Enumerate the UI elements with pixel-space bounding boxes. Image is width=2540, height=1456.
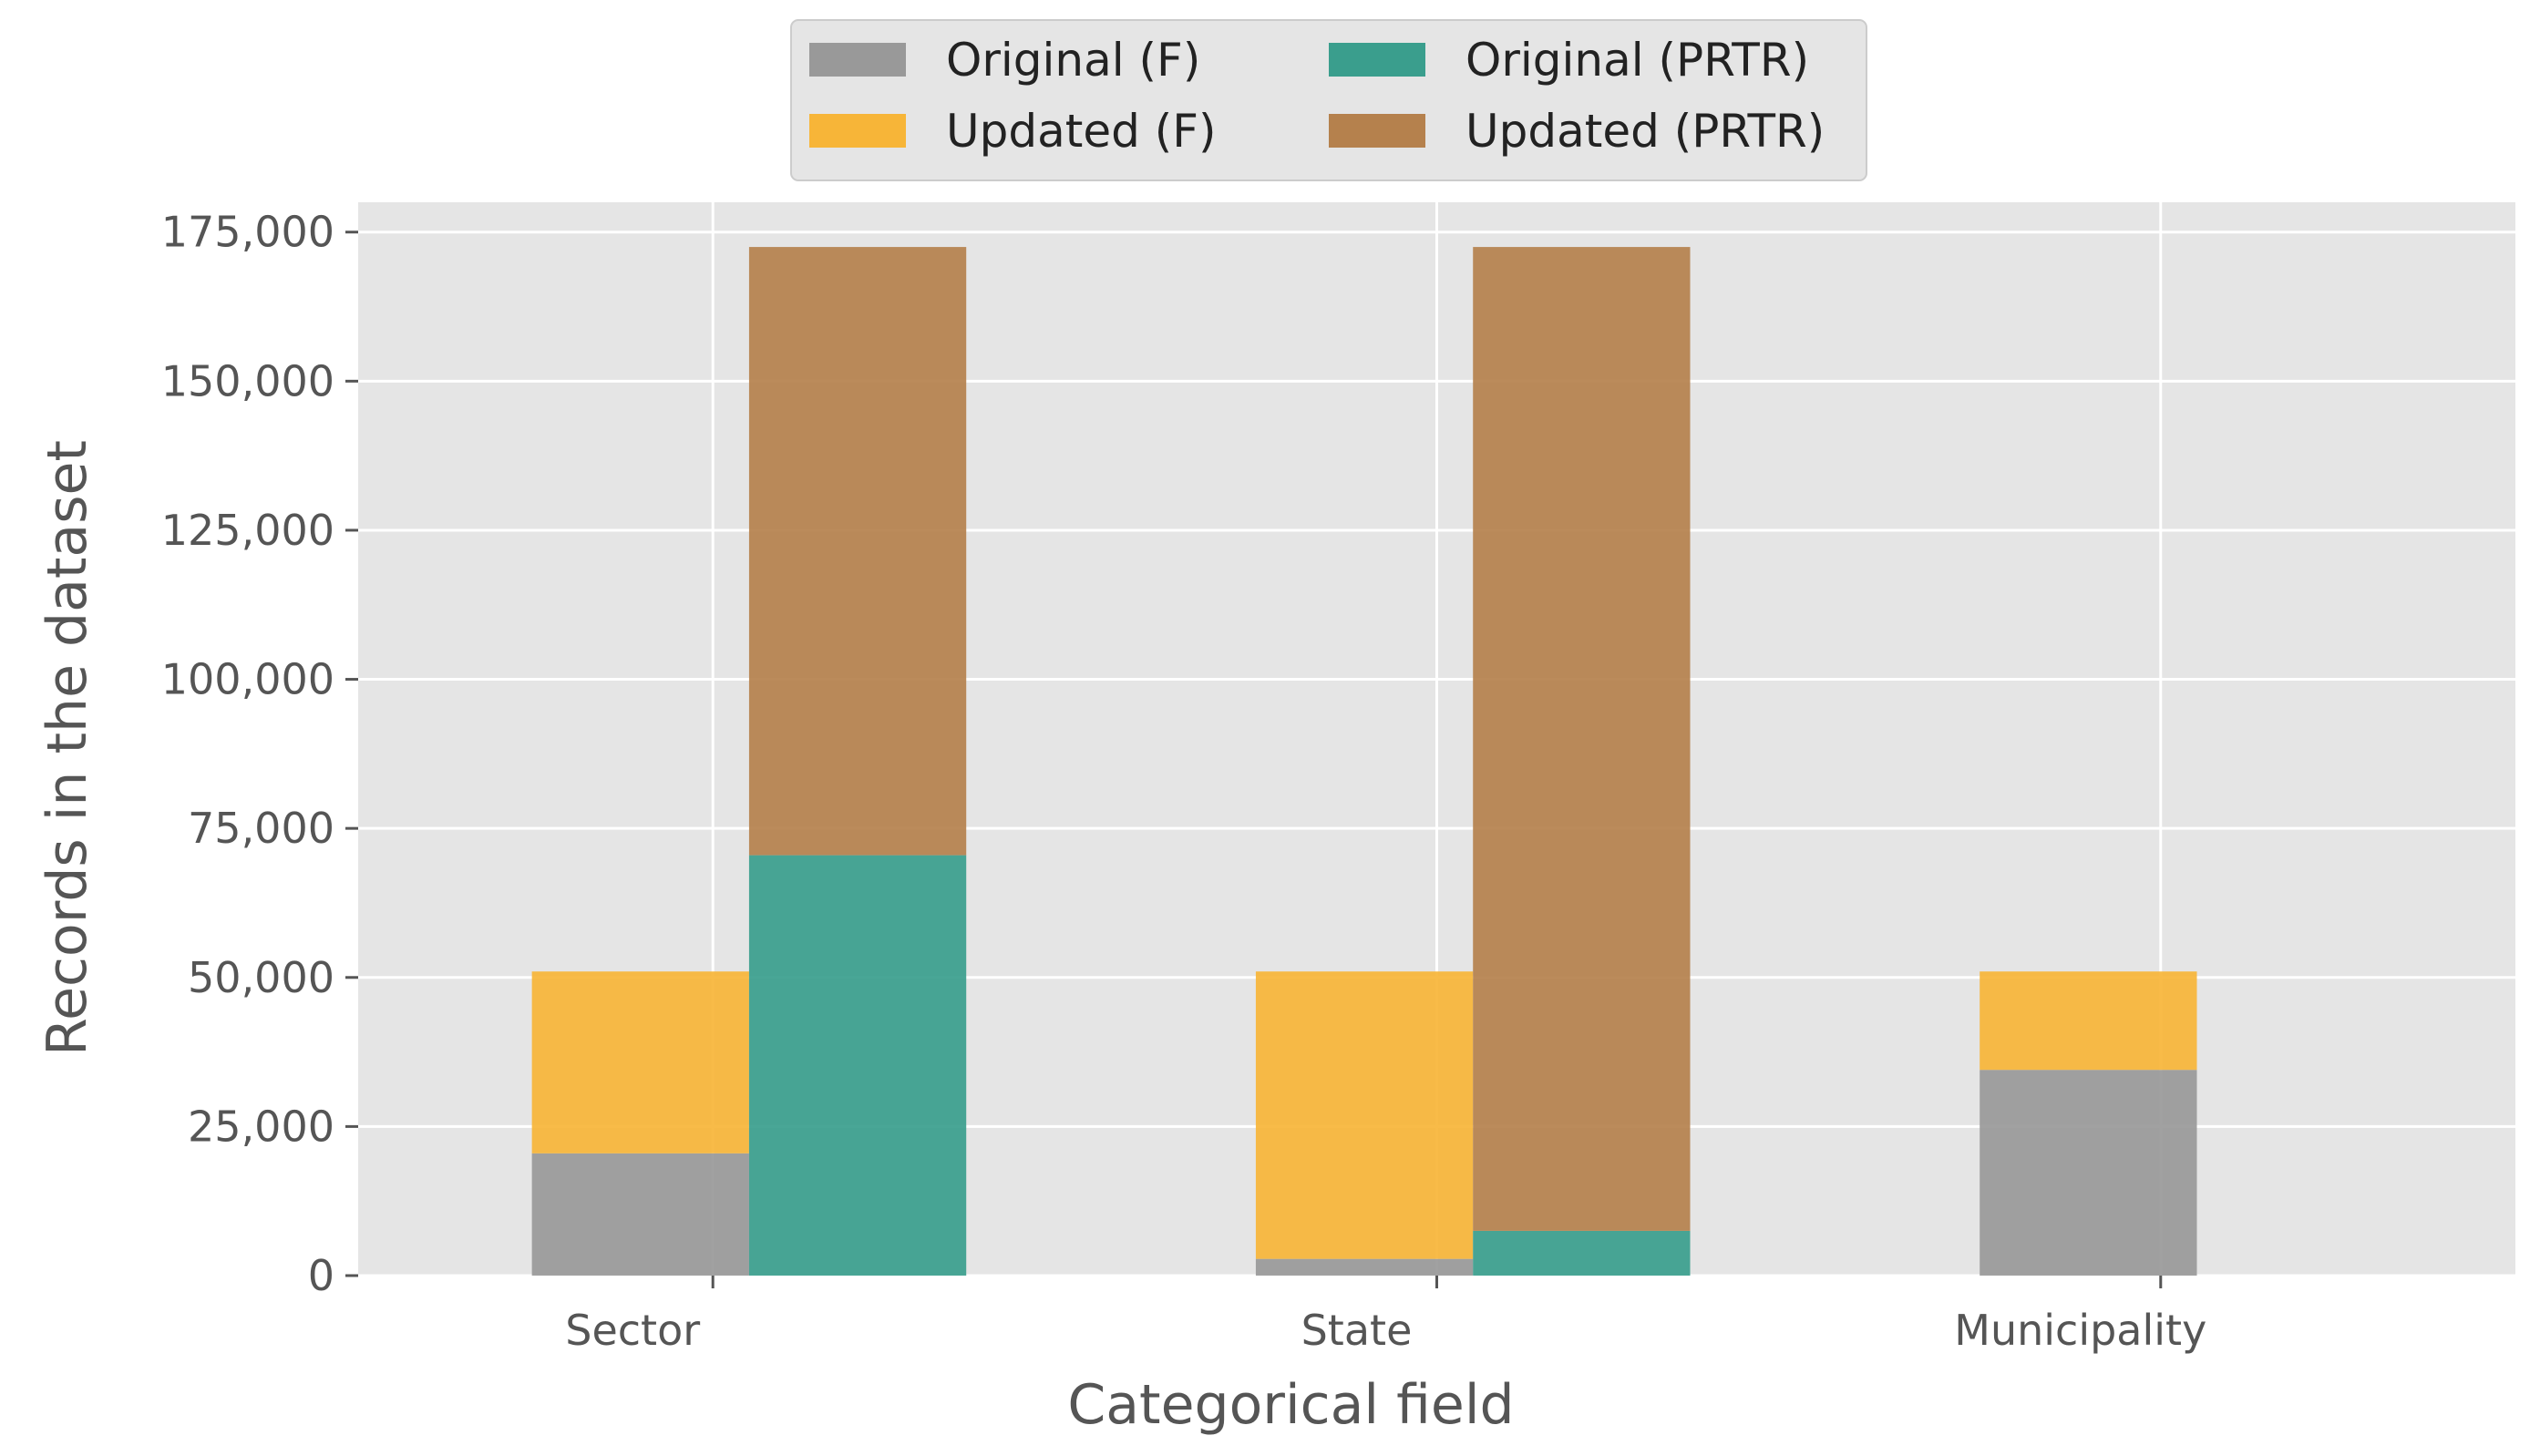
- y-tick-label: 125,000: [161, 506, 334, 555]
- bar-municipality-original-f: [1980, 1070, 2197, 1276]
- x-axis-title: Categorical field: [1067, 1373, 1514, 1437]
- legend-frame: [790, 19, 1867, 181]
- legend-label: Original (F): [946, 34, 1200, 87]
- legend-swatch: [1329, 114, 1425, 148]
- legend-label: Original (PRTR): [1465, 34, 1809, 87]
- bar-sector-updated-prtr: [748, 247, 967, 856]
- y-tick-label: 25,000: [188, 1102, 334, 1151]
- y-tick-label: 50,000: [188, 953, 334, 1002]
- y-tick-label: 100,000: [161, 655, 334, 704]
- y-tick-label: 175,000: [161, 208, 334, 257]
- bar-state-original-f: [1255, 1258, 1474, 1276]
- y-axis-ticks: 0 25,000 50,000 75,000 100,000 125,000 150,000…: [161, 208, 358, 1300]
- legend-swatch: [809, 43, 906, 77]
- legend-label: Updated (F): [946, 105, 1216, 158]
- bar-sector-original-prtr: [748, 855, 967, 1276]
- legend-label: Updated (PRTR): [1465, 105, 1825, 158]
- bar-state-updated-f: [1255, 971, 1474, 1259]
- bars: [531, 247, 2197, 1276]
- bar-sector-original-f: [531, 1153, 749, 1276]
- y-tick-label: 150,000: [161, 356, 334, 405]
- y-tick-label: 0: [308, 1251, 334, 1300]
- bar-sector-updated-f: [531, 971, 749, 1154]
- x-tick-label: Municipality: [1954, 1306, 2206, 1355]
- legend: Original (F) Original (PRTR) Updated (F) Up…: [790, 19, 1867, 181]
- x-tick-label: State: [1301, 1306, 1413, 1355]
- gridlines: [358, 202, 2515, 1277]
- x-axis-ticks: Sector State Municipality: [565, 1276, 2206, 1355]
- y-axis-title: Records in the dataset: [36, 440, 99, 1056]
- legend-swatch: [1329, 43, 1425, 77]
- x-tick-label: Sector: [565, 1306, 700, 1355]
- bar-state-original-prtr: [1473, 1230, 1691, 1276]
- legend-swatch: [809, 114, 906, 148]
- bar-municipality-updated-f: [1980, 971, 2197, 1071]
- y-tick-label: 75,000: [188, 804, 334, 853]
- bar-state-updated-prtr: [1473, 247, 1691, 1231]
